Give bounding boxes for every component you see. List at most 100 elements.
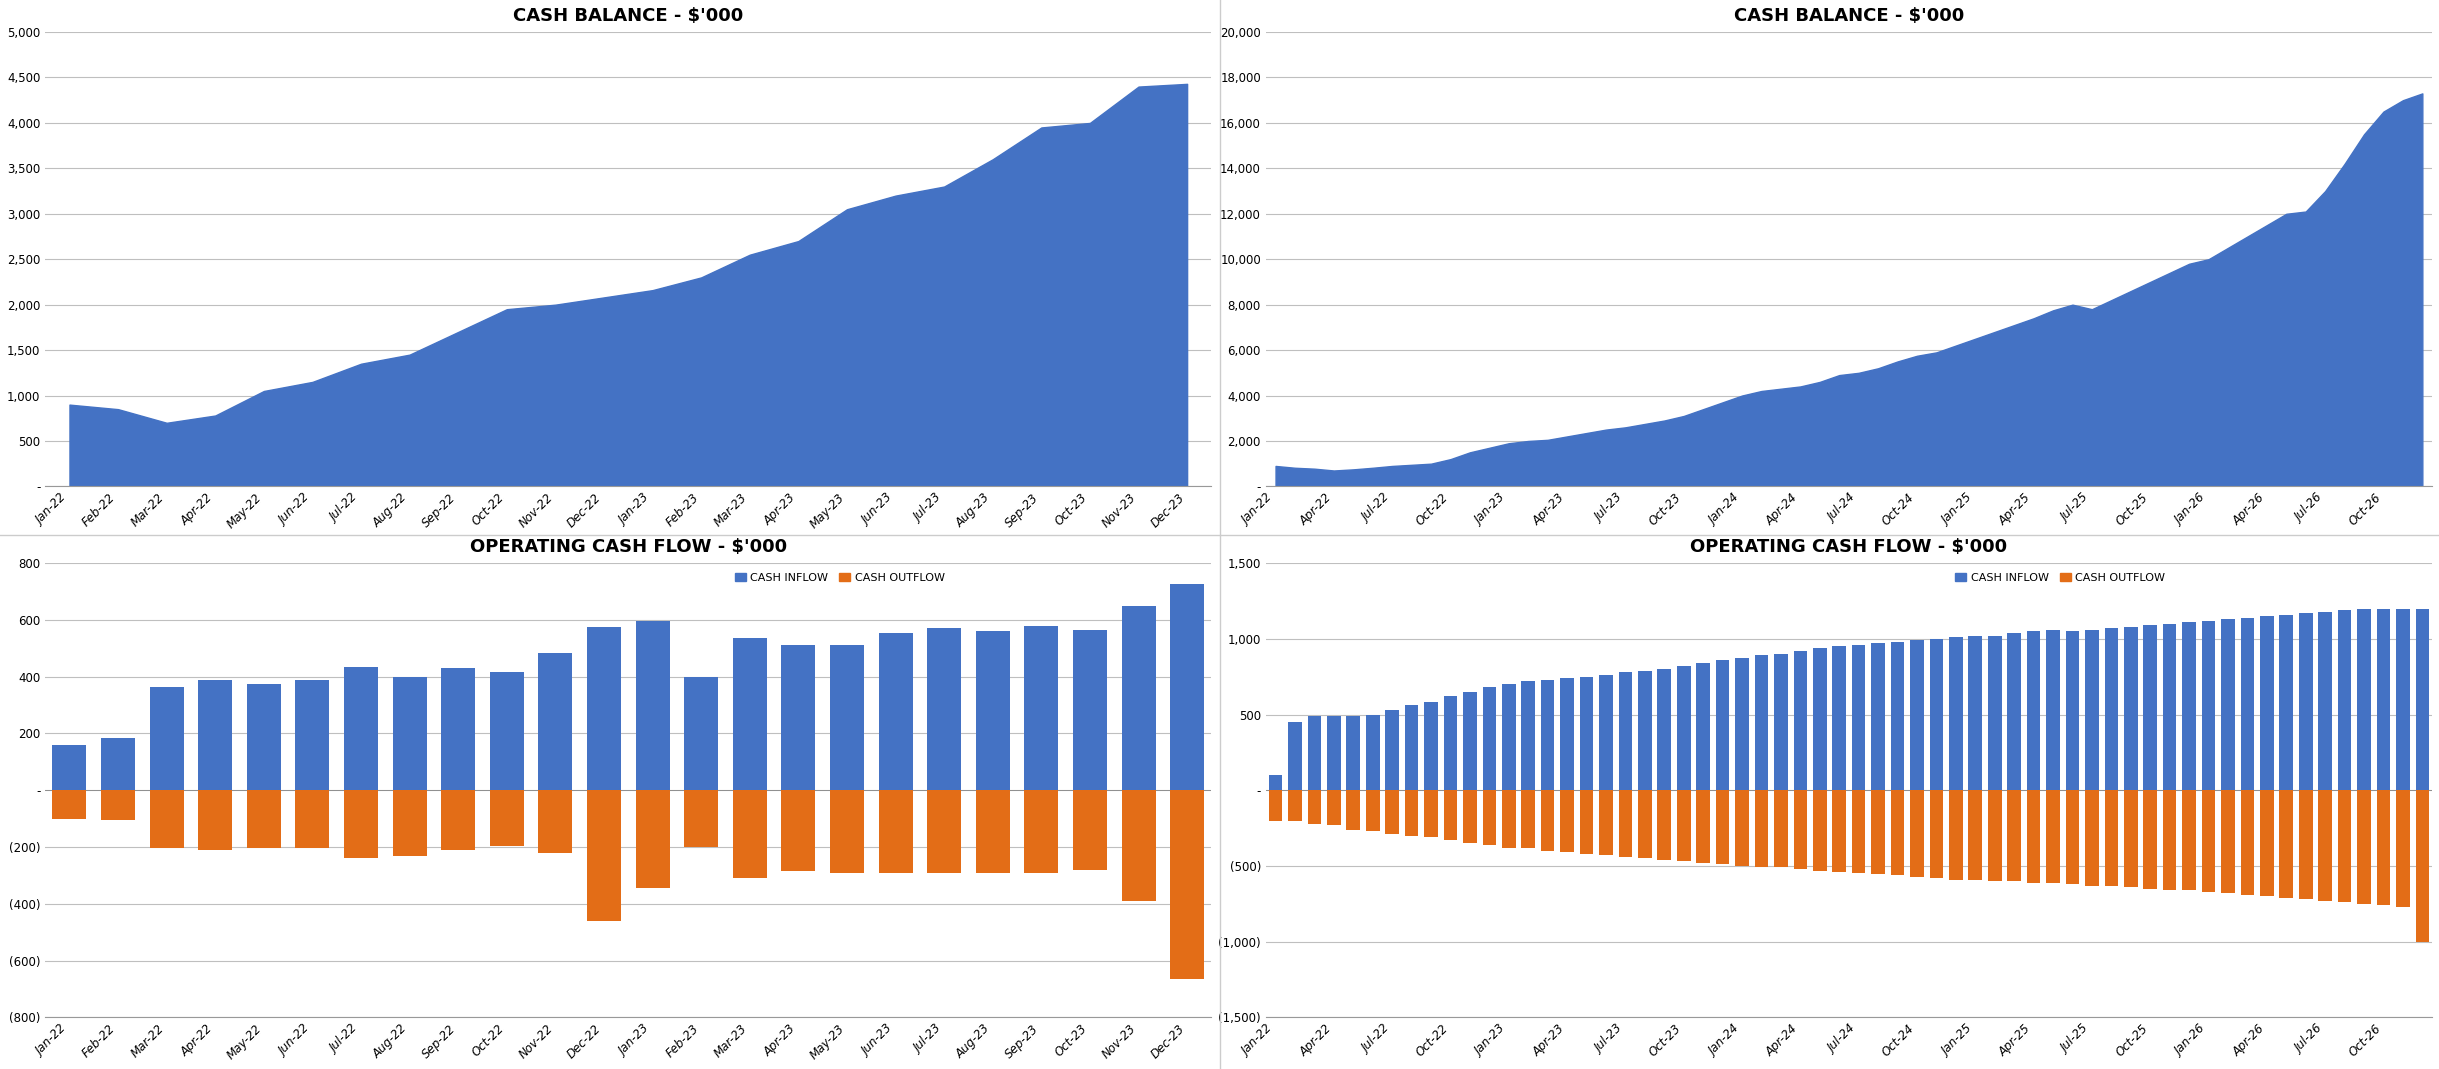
Bar	[2085, 790, 2098, 885]
Bar	[1171, 585, 1205, 790]
Bar	[1522, 681, 1534, 790]
Bar	[2066, 631, 2080, 790]
Title: CASH BALANCE - $'000: CASH BALANCE - $'000	[1734, 6, 1963, 25]
Bar	[1968, 790, 1983, 880]
Bar	[1910, 790, 1924, 877]
Bar	[295, 680, 329, 790]
Bar	[2124, 626, 2137, 790]
Bar	[1871, 644, 1885, 790]
Bar	[1288, 722, 1302, 790]
Bar	[1832, 790, 1846, 872]
Bar	[1444, 790, 1456, 840]
Title: OPERATING CASH FLOW - $'000: OPERATING CASH FLOW - $'000	[1690, 538, 2007, 556]
Bar	[1949, 790, 1963, 880]
Bar	[2105, 629, 2117, 790]
Bar	[1871, 790, 1885, 873]
Bar	[1405, 706, 1419, 790]
Bar	[1851, 790, 1866, 872]
Bar	[927, 629, 961, 790]
Bar	[1698, 663, 1710, 790]
Bar	[2085, 630, 2098, 790]
Bar	[1424, 790, 1439, 837]
Bar	[1832, 647, 1846, 790]
Bar	[1734, 790, 1749, 866]
Bar	[441, 790, 476, 850]
Bar	[1929, 639, 1944, 790]
Bar	[1483, 790, 1495, 845]
Bar	[2319, 790, 2332, 901]
Bar	[2280, 615, 2293, 790]
Bar	[637, 790, 671, 888]
Bar	[1346, 790, 1361, 830]
Bar	[2222, 619, 2234, 790]
Bar	[1024, 790, 1059, 872]
Bar	[2339, 610, 2351, 790]
Bar	[2144, 790, 2156, 888]
Bar	[780, 790, 815, 871]
Legend: CASH INFLOW, CASH OUTFLOW: CASH INFLOW, CASH OUTFLOW	[1951, 569, 2171, 588]
Bar	[1483, 687, 1495, 790]
Bar	[1988, 790, 2002, 881]
Bar	[1541, 680, 1554, 790]
Bar	[1698, 790, 1710, 863]
Bar	[1600, 676, 1612, 790]
Bar	[539, 790, 573, 853]
Bar	[2415, 790, 2429, 942]
Bar	[1678, 666, 1690, 790]
Bar	[2027, 790, 2041, 883]
Bar	[344, 790, 378, 858]
Bar	[780, 646, 815, 790]
Bar	[149, 686, 183, 790]
Bar	[1385, 710, 1400, 790]
Bar	[1659, 669, 1671, 790]
Bar	[829, 790, 863, 872]
Bar	[829, 646, 863, 790]
Bar	[2300, 613, 2312, 790]
Title: CASH BALANCE - $'000: CASH BALANCE - $'000	[512, 6, 744, 25]
Bar	[2339, 790, 2351, 902]
Bar	[976, 631, 1010, 790]
Bar	[1288, 790, 1302, 821]
Bar	[1678, 790, 1690, 862]
Bar	[1754, 655, 1768, 790]
Bar	[1812, 648, 1827, 790]
Bar	[685, 677, 717, 790]
Bar	[1122, 790, 1156, 901]
Bar	[1754, 790, 1768, 867]
Bar	[732, 638, 766, 790]
Bar	[1793, 790, 1807, 869]
Bar	[2395, 608, 2410, 790]
Bar	[2241, 618, 2254, 790]
Bar	[685, 790, 717, 847]
Bar	[54, 790, 85, 819]
Bar	[490, 790, 524, 846]
Bar	[393, 790, 427, 855]
Bar	[1385, 790, 1400, 834]
Bar	[1463, 692, 1476, 790]
Bar	[1444, 696, 1456, 790]
Bar	[54, 745, 85, 790]
Bar	[2222, 790, 2234, 894]
Bar	[1073, 790, 1107, 870]
Bar	[1346, 716, 1361, 790]
Bar	[1890, 641, 1905, 790]
Bar	[198, 790, 232, 850]
Bar	[1968, 636, 1983, 790]
Bar	[2046, 790, 2061, 883]
Bar	[2124, 790, 2137, 887]
Bar	[2376, 790, 2390, 905]
Bar	[2163, 790, 2176, 890]
Bar	[2163, 623, 2176, 790]
Bar	[539, 652, 573, 790]
Bar	[1541, 790, 1554, 851]
Bar	[2319, 611, 2332, 790]
Bar	[1366, 714, 1380, 790]
Bar	[1327, 790, 1341, 825]
Bar	[2105, 790, 2117, 885]
Title: OPERATING CASH FLOW - $'000: OPERATING CASH FLOW - $'000	[471, 538, 788, 556]
Bar	[2376, 608, 2390, 790]
Bar	[1715, 660, 1729, 790]
Bar	[2007, 633, 2022, 790]
Bar	[2300, 790, 2312, 899]
Bar	[1122, 606, 1156, 790]
